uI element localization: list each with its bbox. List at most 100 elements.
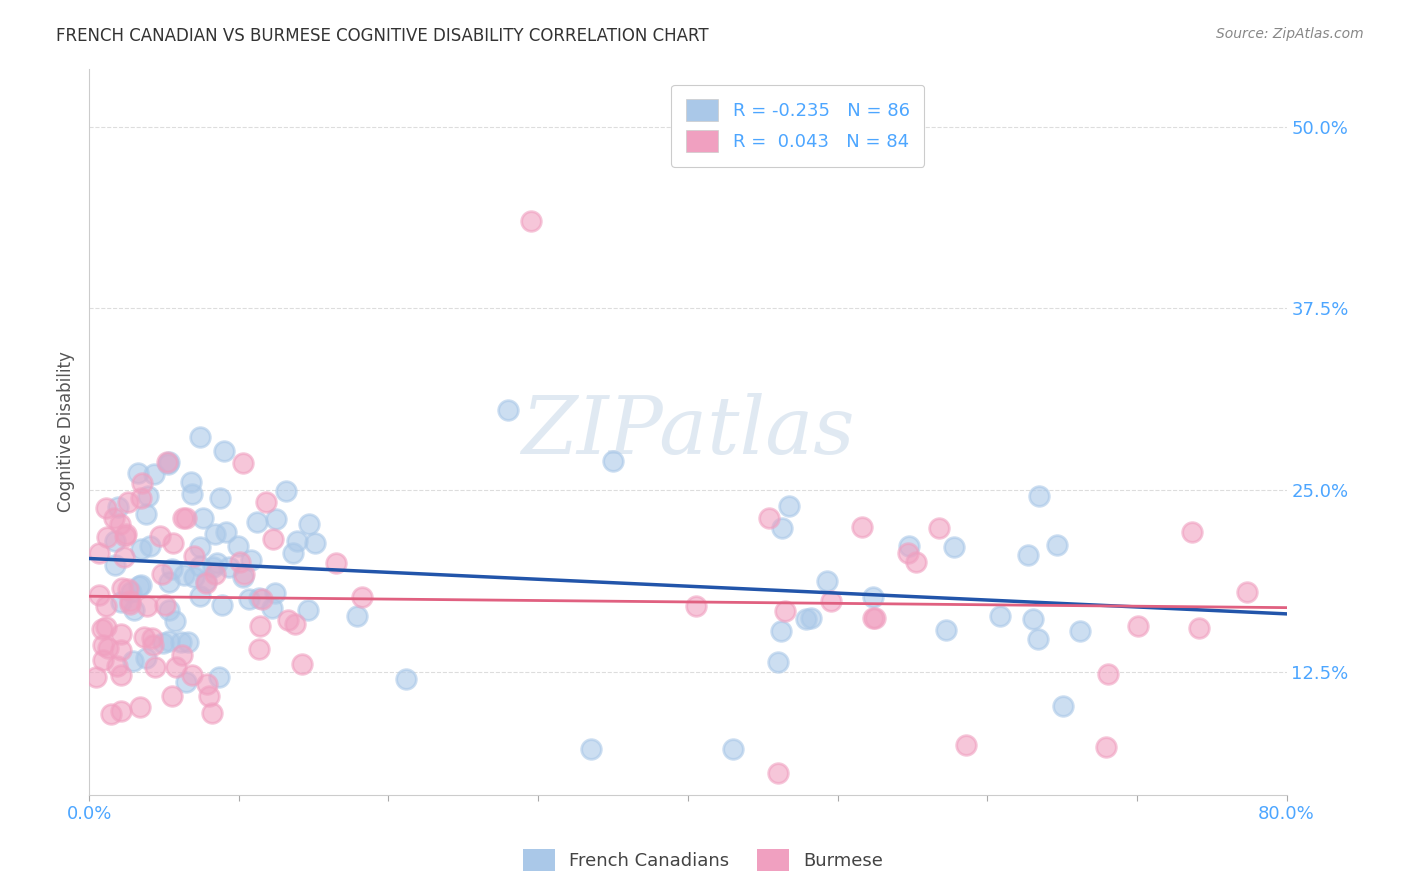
Point <box>110 582 132 596</box>
Legend: R = -0.235   N = 86, R =  0.043   N = 84: R = -0.235 N = 86, R = 0.043 N = 84 <box>672 85 924 167</box>
Point <box>136 489 159 503</box>
Point <box>346 609 368 624</box>
Point <box>176 511 198 525</box>
Point <box>96 599 118 614</box>
Point <box>1188 622 1211 636</box>
Point <box>157 574 180 589</box>
Point <box>188 540 211 554</box>
Point <box>862 611 884 625</box>
Point <box>232 570 254 584</box>
Point <box>142 467 165 482</box>
Point <box>142 638 165 652</box>
Point <box>208 670 231 684</box>
Point <box>162 535 184 549</box>
Point <box>157 602 180 616</box>
Point <box>264 585 287 599</box>
Point <box>103 558 125 573</box>
Point <box>172 510 194 524</box>
Point <box>304 536 326 550</box>
Point <box>127 466 149 480</box>
Point <box>170 635 193 649</box>
Point <box>204 526 226 541</box>
Point <box>799 610 821 624</box>
Point <box>155 599 177 613</box>
Point <box>778 499 800 513</box>
Point <box>988 609 1011 624</box>
Point <box>117 495 139 509</box>
Point <box>863 611 886 625</box>
Point <box>157 455 180 469</box>
Point <box>252 591 274 606</box>
Point <box>160 562 183 576</box>
Point <box>128 579 150 593</box>
Point <box>188 589 211 603</box>
Point <box>297 517 319 532</box>
Point <box>87 588 110 602</box>
Text: FRENCH CANADIAN VS BURMESE COGNITIVE DISABILITY CORRELATION CHART: FRENCH CANADIAN VS BURMESE COGNITIVE DIS… <box>56 27 709 45</box>
Point <box>602 454 624 468</box>
Point <box>897 545 920 559</box>
Point <box>114 529 136 543</box>
Point <box>100 706 122 721</box>
Point <box>254 495 277 509</box>
Point <box>91 653 114 667</box>
Point <box>188 559 211 574</box>
Point <box>195 574 218 589</box>
Point <box>122 603 145 617</box>
Point <box>91 622 114 636</box>
Point <box>1069 624 1091 638</box>
Point <box>183 549 205 563</box>
Point <box>110 627 132 641</box>
Point <box>262 533 284 547</box>
Point <box>231 456 253 470</box>
Point <box>118 597 141 611</box>
Point <box>942 540 965 554</box>
Point <box>112 549 135 564</box>
Point <box>758 511 780 525</box>
Point <box>773 604 796 618</box>
Point <box>150 567 173 582</box>
Point <box>94 619 117 633</box>
Point <box>120 584 142 599</box>
Point <box>176 674 198 689</box>
Point <box>110 595 132 609</box>
Point <box>209 491 232 505</box>
Point <box>135 507 157 521</box>
Point <box>156 457 179 471</box>
Point <box>1046 538 1069 552</box>
Point <box>117 582 139 596</box>
Point <box>141 632 163 646</box>
Point <box>129 491 152 505</box>
Point <box>143 660 166 674</box>
Text: ZIPatlas: ZIPatlas <box>522 393 855 471</box>
Point <box>87 546 110 560</box>
Point <box>108 516 131 531</box>
Point <box>794 612 817 626</box>
Point <box>107 500 129 514</box>
Y-axis label: Cognitive Disability: Cognitive Disability <box>58 351 75 512</box>
Text: Source: ZipAtlas.com: Source: ZipAtlas.com <box>1216 27 1364 41</box>
Point <box>180 475 202 489</box>
Point <box>766 655 789 669</box>
Point <box>121 654 143 668</box>
Point <box>110 643 132 657</box>
Point <box>115 527 138 541</box>
Point <box>240 553 263 567</box>
Point <box>180 487 202 501</box>
Point <box>897 539 920 553</box>
Point <box>173 567 195 582</box>
Point <box>247 642 270 657</box>
Point <box>195 677 218 691</box>
Point <box>246 515 269 529</box>
Point <box>204 567 226 582</box>
Point <box>181 668 204 682</box>
Point <box>928 521 950 535</box>
Point <box>135 651 157 665</box>
Point <box>291 657 314 671</box>
Point <box>1236 585 1258 599</box>
Point <box>183 569 205 583</box>
Point <box>1052 699 1074 714</box>
Point <box>160 689 183 703</box>
Point <box>188 430 211 444</box>
Point <box>352 590 374 604</box>
